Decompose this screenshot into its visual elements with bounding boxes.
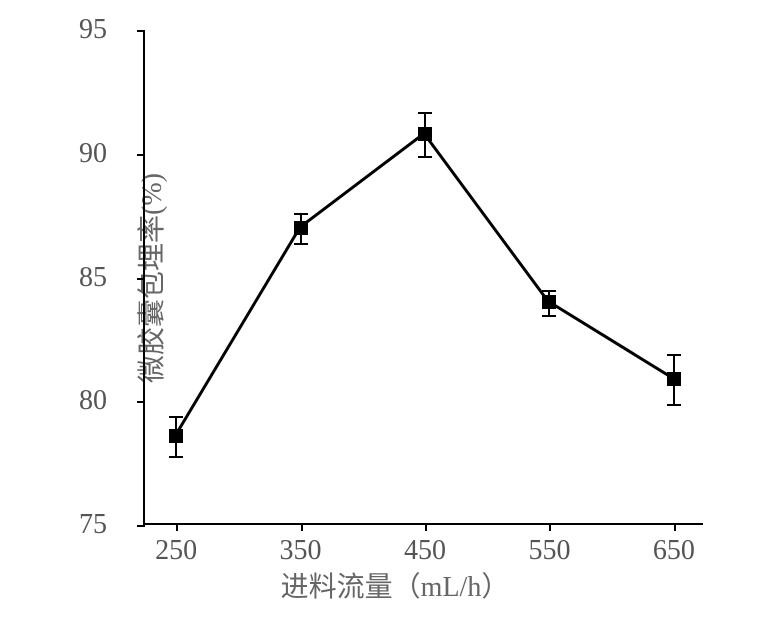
- y-tick-label: 90: [79, 138, 107, 170]
- x-axis-label: 进料流量（mL/h）: [281, 565, 510, 605]
- error-cap: [667, 354, 681, 356]
- x-tick: [674, 523, 676, 531]
- error-cap: [542, 315, 556, 317]
- x-tick: [176, 523, 178, 531]
- chart-container: 微胶囊包埋率(%) 进料流量（mL/h） 7580859095 25035045…: [55, 20, 735, 610]
- error-bar: [673, 354, 675, 404]
- error-bar: [300, 213, 302, 243]
- x-tick-label: 350: [280, 535, 322, 567]
- x-tick: [425, 523, 427, 531]
- x-tick: [301, 523, 303, 531]
- error-cap: [667, 404, 681, 406]
- error-cap: [418, 112, 432, 114]
- error-cap: [294, 243, 308, 245]
- y-tick-label: 80: [79, 385, 107, 417]
- error-cap: [169, 456, 183, 458]
- error-cap: [542, 290, 556, 292]
- x-tick-label: 450: [404, 535, 446, 567]
- y-tick: [137, 278, 145, 280]
- x-tick: [549, 523, 551, 531]
- x-tick-label: 250: [155, 535, 197, 567]
- y-tick-label: 85: [79, 262, 107, 294]
- error-cap: [418, 156, 432, 158]
- error-cap: [294, 213, 308, 215]
- x-tick-label: 650: [653, 535, 695, 567]
- y-tick: [137, 30, 145, 32]
- plot-area: 7580859095 250350450550650: [143, 30, 703, 525]
- y-tick: [137, 401, 145, 403]
- y-tick-label: 75: [79, 509, 107, 541]
- y-tick: [137, 525, 145, 527]
- error-bar: [424, 112, 426, 157]
- y-tick: [137, 154, 145, 156]
- error-cap: [169, 416, 183, 418]
- y-tick-label: 95: [79, 14, 107, 46]
- x-tick-label: 550: [528, 535, 570, 567]
- error-bar: [175, 416, 177, 456]
- data-line: [145, 30, 703, 523]
- error-bar: [548, 290, 550, 315]
